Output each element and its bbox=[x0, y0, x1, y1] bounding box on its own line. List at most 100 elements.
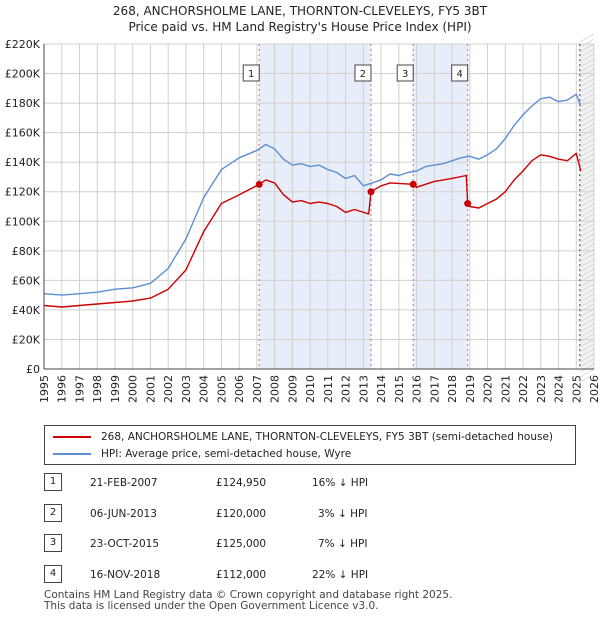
hatch-line bbox=[579, 233, 595, 243]
hatch-line bbox=[579, 133, 595, 143]
y-tick-label: £20K bbox=[12, 333, 41, 346]
hatch-line bbox=[579, 228, 595, 238]
y-tick-label: £200K bbox=[5, 68, 41, 81]
hatch-line bbox=[579, 263, 595, 273]
x-tick-label: 2021 bbox=[499, 375, 512, 403]
sale-marker-label: 1 bbox=[248, 69, 254, 80]
x-tick-label: 2013 bbox=[357, 375, 370, 403]
legend-line-price bbox=[53, 436, 91, 438]
sale-marker-box bbox=[354, 64, 372, 82]
x-tick-label: 1995 bbox=[38, 375, 51, 403]
price-chart: 1 2 3 4 £0 £20K £40K £60K £80K £100K £120K £140K £1… bbox=[5, 33, 600, 403]
table-row: 3 23-OCT-2015 £125,000 7% ↓ HPI bbox=[44, 534, 584, 565]
hatch-line bbox=[579, 63, 595, 73]
hatch-line bbox=[579, 303, 595, 313]
hatch-line bbox=[579, 363, 595, 373]
hatch-line bbox=[579, 148, 595, 158]
x-tick-label: 2026 bbox=[588, 375, 600, 403]
x-tick-label: 2023 bbox=[535, 375, 548, 403]
x-tick-label: 2005 bbox=[215, 375, 228, 403]
x-tick-label: 2010 bbox=[304, 375, 317, 403]
hatch-line bbox=[579, 218, 595, 228]
hatch-line bbox=[579, 88, 595, 98]
hatch-line bbox=[579, 288, 595, 298]
sale-date: 16-NOV-2018 bbox=[90, 568, 161, 581]
x-tick-label: 2017 bbox=[428, 375, 441, 403]
sale-point bbox=[464, 200, 472, 208]
sale-price: £125,000 bbox=[216, 538, 267, 550]
sale-hpi-diff: 22% ↓ HPI bbox=[312, 568, 369, 581]
hatch-line bbox=[579, 348, 595, 358]
x-tick-label: 2004 bbox=[198, 375, 211, 403]
hatch-line bbox=[579, 68, 595, 78]
y-tick-label: £0 bbox=[26, 363, 40, 376]
hatch-line bbox=[579, 153, 595, 163]
x-tick-label: 1996 bbox=[56, 375, 69, 403]
sale-price: £124,950 bbox=[216, 477, 267, 489]
hatch-line bbox=[579, 368, 595, 378]
y-tick-label: £60K bbox=[12, 274, 41, 287]
hatch-line bbox=[579, 343, 595, 353]
chart-title: 268, ANCHORSHOLME LANE, THORNTON-CLEVELE… bbox=[112, 4, 488, 18]
x-tick-label: 2024 bbox=[553, 375, 566, 403]
hatch-line bbox=[579, 323, 595, 333]
hatch-line bbox=[579, 358, 595, 368]
legend-item-hpi: HPI: Average price, semi-detached house,… bbox=[53, 447, 351, 461]
y-tick-label: £180K bbox=[5, 97, 41, 110]
legend-hpi-label: HPI: Average price, semi-detached house,… bbox=[101, 448, 352, 460]
hatch-line bbox=[579, 238, 595, 248]
sale-point bbox=[409, 180, 417, 188]
footer-line-2: This data is licensed under the Open Gov… bbox=[44, 600, 379, 612]
x-tick-label: 1999 bbox=[109, 375, 122, 403]
y-tick-label: £40K bbox=[12, 304, 41, 317]
ownership-shaded-range bbox=[413, 44, 468, 369]
x-tick-label: 1998 bbox=[91, 375, 104, 403]
hatch-line bbox=[579, 268, 595, 278]
sale-marker-label: 3 bbox=[402, 69, 408, 80]
hatch-line bbox=[579, 373, 595, 383]
hatch-line bbox=[579, 253, 595, 263]
hatch-line bbox=[579, 113, 595, 123]
hatch-line bbox=[579, 213, 595, 223]
hpi-series-line bbox=[43, 93, 582, 296]
hatch-line bbox=[579, 123, 595, 133]
sale-date: 21-FEB-2007 bbox=[90, 477, 158, 489]
sale-hpi-diff: 16% ↓ HPI bbox=[312, 477, 369, 489]
sales-table: 1 21-FEB-2007 £124,950 16% ↓ HPI 2 06-JU… bbox=[44, 473, 584, 595]
table-row: 2 06-JUN-2013 £120,000 3% ↓ HPI bbox=[44, 503, 584, 535]
chart-legend: 268, ANCHORSHOLME LANE, THORNTON-CLEVELE… bbox=[44, 425, 576, 465]
hatch-line bbox=[579, 283, 595, 293]
hatch-line bbox=[579, 33, 595, 43]
hatch-line bbox=[579, 78, 595, 88]
hatch-line bbox=[579, 298, 595, 308]
y-tick-label: £220K bbox=[5, 38, 41, 51]
table-row: 4 16-NOV-2018 £112,000 22% ↓ HPI bbox=[44, 564, 584, 596]
x-tick-label: 2015 bbox=[393, 375, 406, 403]
x-tick-label: 2022 bbox=[517, 375, 530, 403]
y-tick-label: £100K bbox=[5, 215, 41, 228]
x-tick-label: 2014 bbox=[375, 375, 388, 403]
x-tick-label: 2009 bbox=[286, 375, 299, 403]
x-tick-label: 2020 bbox=[482, 375, 495, 403]
hatch-line bbox=[579, 258, 595, 268]
x-tick-label: 2012 bbox=[340, 375, 353, 403]
hatch-line bbox=[579, 58, 595, 68]
sale-number-badge: 3 bbox=[44, 534, 62, 552]
hatch-line bbox=[579, 163, 595, 173]
sale-number-badge: 1 bbox=[44, 473, 62, 491]
x-tick-label: 2018 bbox=[446, 375, 459, 403]
footer-line-1: Contains HM Land Registry data © Crown c… bbox=[44, 589, 453, 601]
ownership-shaded-range bbox=[259, 44, 371, 369]
y-tick-label: £80K bbox=[12, 245, 41, 258]
hatch-line bbox=[579, 203, 595, 213]
sale-marker-box bbox=[396, 64, 414, 82]
x-tick-label: 2006 bbox=[233, 375, 246, 403]
hatch-line bbox=[579, 73, 595, 83]
hatch-line bbox=[579, 178, 595, 188]
table-row: 1 21-FEB-2007 £124,950 16% ↓ HPI bbox=[44, 473, 584, 504]
hatch-line bbox=[579, 53, 595, 63]
sale-hpi-diff: 7% ↓ HPI bbox=[318, 538, 368, 550]
price-series-line bbox=[43, 152, 582, 308]
hatch-line bbox=[579, 183, 595, 193]
hatch-line bbox=[579, 93, 595, 103]
